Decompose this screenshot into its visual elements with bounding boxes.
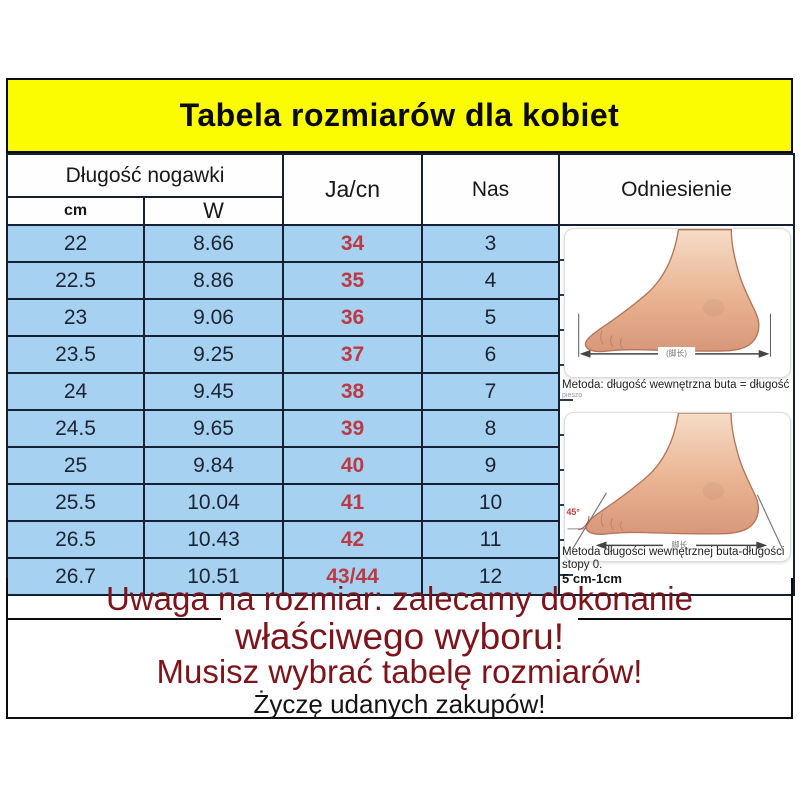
title-banner: Tabela rozmiarów dla kobiet — [6, 78, 793, 153]
foot-length-label: (脚长) — [666, 348, 687, 358]
cell-w: 9.84 — [142, 446, 285, 485]
cell-cm: 23 — [6, 298, 145, 337]
col-header-reference: Odniesienie — [558, 153, 796, 226]
cell-ja: 42 — [282, 520, 424, 559]
cell-ja: 36 — [282, 298, 424, 337]
cell-cm: 22 — [6, 224, 145, 263]
foot-length-label: 脚长 — [672, 539, 688, 549]
col-header-leg-length: Długość nogawki — [5, 153, 285, 198]
cell-ja: 38 — [282, 372, 424, 411]
sub-header-cm: cm — [6, 196, 145, 226]
cell-nas: 6 — [421, 335, 561, 374]
figure-1-caption: Metoda: długość wewnętrzna buta = długoś… — [562, 379, 791, 400]
cell-ja: 37 — [282, 335, 424, 374]
table-row: 25.5 10.04 41 10 — [6, 483, 794, 522]
cell-nas: 4 — [421, 261, 561, 300]
cell-nas: 8 — [421, 409, 561, 448]
cell-nas: 11 — [421, 520, 561, 559]
figure-1-caption-sub: pieszo — [562, 392, 583, 400]
sub-header-w: W — [142, 196, 285, 226]
cell-cm: 24 — [6, 372, 145, 411]
cell-w: 9.45 — [142, 372, 285, 411]
figure-2-caption-text: Metoda długości wewnętrznej buta-długośc… — [562, 546, 785, 572]
table-row: 26.7 10.51 43/44 12 — [6, 557, 794, 596]
cell-w: 9.65 — [142, 409, 285, 448]
cell-nas: 9 — [421, 446, 561, 485]
cell-ja: 34 — [282, 224, 424, 263]
cell-nas: 10 — [421, 483, 561, 522]
col-header-nas: Nas — [421, 153, 561, 226]
warning-line-1: Uwaga na rozmiar: zalecamy dokonanie — [106, 580, 693, 617]
cell-nas: 12 — [421, 557, 561, 596]
cell-ja: 41 — [282, 483, 424, 522]
cell-ja: 39 — [282, 409, 424, 448]
figure-2-caption: Metoda długości wewnętrznej buta-długośc… — [562, 546, 791, 587]
cell-w: 9.06 — [142, 298, 285, 337]
cell-cm: 22.5 — [6, 261, 145, 300]
cell-w: 8.66 — [142, 224, 285, 263]
cell-w: 8.86 — [142, 261, 285, 300]
table-row: 24 9.45 38 7 — [6, 372, 794, 411]
cell-nas: 3 — [421, 224, 561, 263]
table-row: 22 8.66 34 3 — [6, 224, 796, 596]
warning-line-3: Musisz wybrać tabelę rozmiarów! — [156, 653, 643, 690]
figure-1-caption-text: Metoda: długość wewnętrzna buta = długoś… — [562, 379, 790, 391]
foot-measure-figure-2: 45° 脚长 — [564, 412, 792, 562]
figure-2-caption-bold: 5 cm-1cm — [562, 571, 622, 587]
cell-ja: 40 — [282, 446, 424, 485]
cell-w: 10.04 — [142, 483, 285, 522]
foot-angle-illustration: 45° 脚长 — [567, 413, 784, 551]
cell-nas: 5 — [421, 298, 561, 337]
warning-line-2: właściwego wyboru! — [8, 618, 791, 655]
cell-w: 9.25 — [142, 335, 285, 374]
cell-ja: 43/44 — [282, 557, 424, 596]
foot-measure-figure-1: (脚长) — [564, 228, 792, 378]
cell-cm: 25 — [6, 446, 145, 485]
table-row: 23.5 9.25 37 6 — [6, 335, 794, 374]
table-row: 23 9.06 36 5 — [6, 298, 794, 337]
cell-nas: 7 — [421, 372, 561, 411]
table-row: 26.5 10.43 42 11 — [6, 520, 794, 559]
cell-cm: 23.5 — [6, 335, 145, 374]
col-header-ja-cn: Ja/cn — [282, 153, 424, 226]
cell-cm: 26.5 — [6, 520, 145, 559]
warning-block: Uwaga na rozmiar: zalecamy dokonanie wła… — [6, 578, 793, 719]
cell-cm: 25.5 — [6, 483, 145, 522]
page-title: Tabela rozmiarów dla kobiet — [179, 97, 620, 133]
cell-w: 10.51 — [142, 557, 285, 596]
angle-45-label: 45° — [567, 507, 581, 517]
cell-w: 10.43 — [142, 520, 285, 559]
cell-cm: 24.5 — [6, 409, 145, 448]
table-row: 24.5 9.65 39 8 — [6, 409, 794, 448]
cell-ja: 35 — [282, 261, 424, 300]
table-row: 22.5 8.86 35 4 — [6, 261, 794, 300]
warning-line-4: Życzę udanych zakupów! — [253, 689, 546, 719]
cell-cm: 26.7 — [6, 557, 145, 596]
table-row: 25 9.84 40 9 — [6, 446, 794, 485]
reference-cell: (脚长) Metoda: długość wewnętrzna buta = d… — [558, 224, 796, 596]
foot-side-illustration: (脚长) — [578, 229, 771, 359]
size-table: Długość nogawki Ja/cn Nas Odniesienie cm… — [5, 153, 796, 596]
